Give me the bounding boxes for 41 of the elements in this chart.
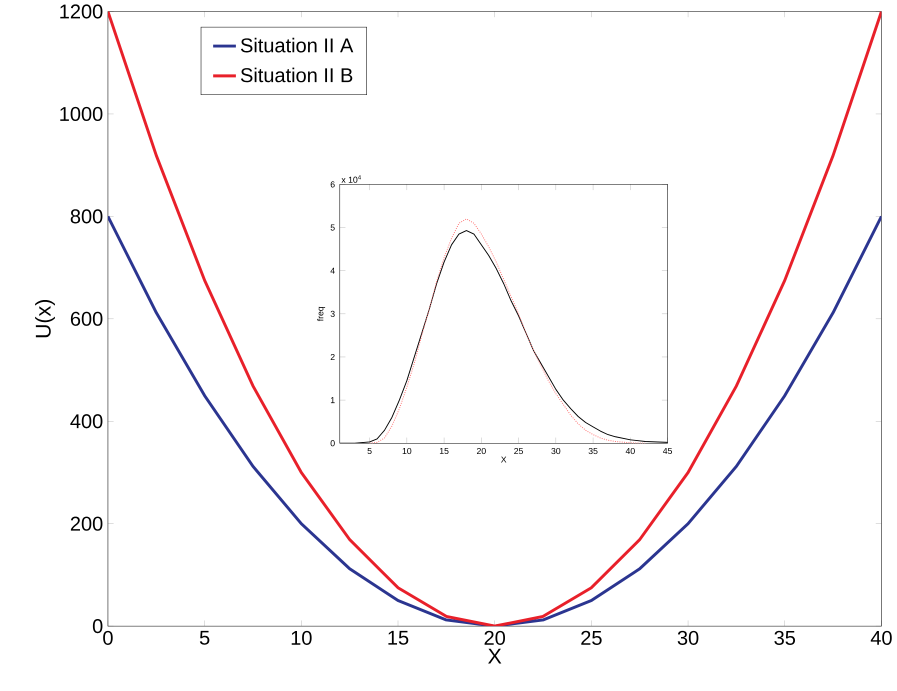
x-tick-label: 40: [626, 448, 635, 454]
x-tick-label: 20: [476, 448, 486, 454]
y-tick-label: 2: [330, 354, 335, 360]
x-tick-label: 35: [588, 448, 598, 454]
y-tick-label: 5: [330, 224, 335, 231]
x-tick-label: 30: [678, 630, 698, 645]
x-tick-label: 10: [402, 448, 412, 454]
x-tick-label: 25: [581, 630, 602, 645]
x-axis-title: X: [488, 648, 502, 664]
y-tick-label: 600: [70, 312, 102, 326]
x-tick-label: 25: [514, 448, 524, 454]
y-axis-title: U(x): [35, 300, 55, 338]
y-tick-label: 6: [330, 181, 335, 188]
y-tick-label: 400: [70, 414, 102, 428]
legend-label: Situation II A: [240, 38, 354, 52]
x-tick-label: 30: [551, 448, 560, 454]
y-tick-label: 4: [330, 268, 335, 274]
x-tick-label: 5: [368, 448, 372, 454]
x-tick-label: 35: [774, 630, 796, 645]
y-tick-label: 1: [330, 397, 335, 404]
y-tick-label: 0: [92, 619, 102, 634]
y-axis-title: freq: [317, 306, 326, 322]
legend-label: Situation II B: [240, 68, 352, 82]
y-tick-label: 800: [70, 209, 102, 224]
x-axis-title: X: [500, 456, 506, 462]
y-tick-label: 3: [330, 310, 335, 317]
x-tick-label: 40: [870, 630, 892, 645]
y-tick-label: 1000: [60, 106, 102, 121]
line-series: [108, 214, 882, 626]
y-tick-label: 0: [330, 440, 335, 446]
x-tick-label: 10: [292, 630, 312, 645]
x-tick-label: 5: [200, 630, 210, 645]
x-tick-label: 45: [662, 448, 672, 454]
y-tick-label: 1200: [60, 4, 102, 19]
x-tick-label: 15: [388, 630, 408, 645]
x-tick-label: 20: [484, 630, 506, 645]
y-tick-label: 200: [70, 516, 102, 531]
line-series: [108, 11, 882, 626]
x-tick-label: 0: [103, 630, 113, 645]
annotation: x 10$^{4}$: [341, 175, 361, 183]
x-tick-label: 15: [440, 448, 449, 454]
